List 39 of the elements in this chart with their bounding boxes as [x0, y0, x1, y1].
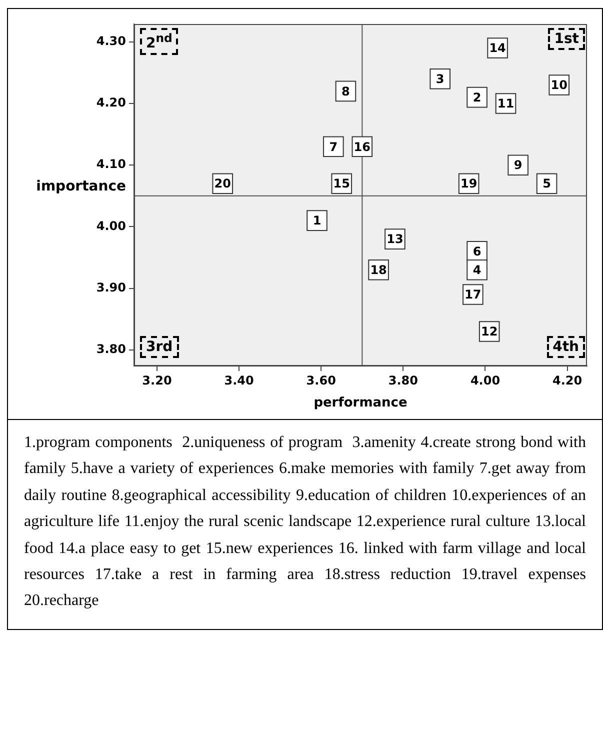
x-tick-label: 3.80	[388, 373, 418, 388]
series-label: 14	[489, 41, 506, 56]
y-tick-label: 3.80	[96, 342, 126, 356]
y-tick-label: 4.20	[96, 96, 126, 110]
annotation: 2$^{nd}$	[140, 28, 178, 55]
x-tick-label: 3.60	[306, 373, 336, 388]
series-label: 8	[342, 84, 350, 98]
series-label: 6	[472, 244, 482, 259]
x-tick-label: 4.20	[552, 373, 582, 388]
series-label: 4	[472, 262, 482, 277]
y-axis-title: importance	[36, 178, 126, 195]
y-tick-label: 4.10	[96, 157, 126, 172]
series-label: 17	[464, 288, 482, 302]
text: 1.program components 2.uniqueness of program 3.amenity 4.create strong bond with family 5.have a variety of experiences 6.make memories with family 7.get away from daily routine 8.geographical accessibility 9.education of children 10.experiences of an agriculture life 11.enjoy the rural scenic landscape 12.experience rural culture 13.local food 14.a place easy to get 15.new experiences 16. linked with farm village and local resources 17.take a rest in farming area 18.stress reduction 19.travel expenses 20.recharge	[23, 433, 587, 612]
y-tick-label: 3.90	[96, 280, 126, 294]
series-label: 1	[312, 214, 322, 228]
y-tick-label: 4.30	[96, 34, 126, 48]
x-tick-label: 4.00	[470, 373, 500, 388]
series-label: 7	[329, 140, 338, 154]
series-label: 9	[514, 158, 522, 172]
annotation: 4th	[546, 336, 585, 358]
x-tick-label: 3.20	[142, 373, 172, 388]
series-label: 15	[333, 176, 350, 191]
x-axis-title: performance	[314, 396, 408, 411]
x-tick-label: 3.40	[224, 373, 254, 388]
series-label: 11	[497, 96, 514, 111]
annotation: 1st	[548, 28, 585, 50]
series-label: 5	[542, 176, 551, 191]
series-label: 20	[214, 176, 231, 191]
series-label: 12	[480, 324, 498, 339]
series-label: 19	[460, 176, 478, 191]
series-label: 10	[550, 78, 568, 92]
series-label: 16	[354, 140, 370, 154]
series-label: 18	[370, 262, 387, 277]
annotation: 3rd	[140, 336, 179, 358]
series-label: 13	[386, 232, 404, 246]
series-label: 3	[436, 72, 444, 86]
series-label: 2	[472, 90, 482, 104]
y-tick-label: 4.00	[96, 218, 126, 233]
